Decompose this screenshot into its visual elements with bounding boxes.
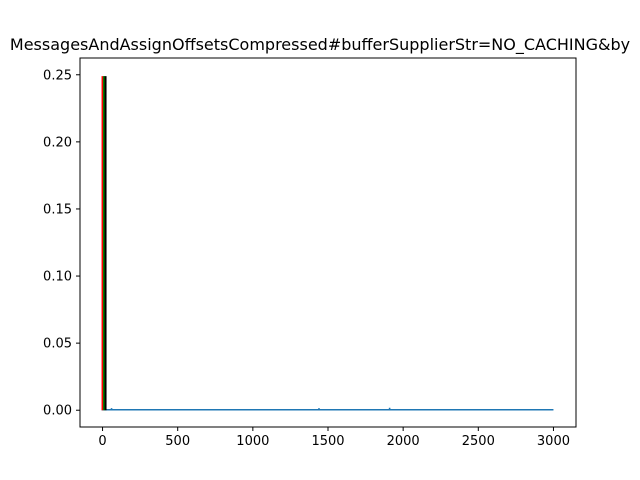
x-tick-label: 1000: [236, 434, 269, 449]
y-tick-label: 0.10: [43, 270, 72, 285]
y-tick-label: 0.15: [43, 202, 72, 217]
x-tick-label: 500: [165, 434, 190, 449]
chart-title: MessagesAndAssignOffsetsCompressed#buffe…: [10, 35, 630, 55]
y-tick-label: 0.00: [43, 404, 72, 419]
x-tick-label: 2000: [387, 434, 420, 449]
x-tick-label: 3000: [537, 434, 570, 449]
x-tick-label: 2500: [462, 434, 495, 449]
y-tick-label: 0.25: [43, 68, 72, 83]
x-tick-label: 1500: [311, 434, 344, 449]
y-tick-label: 0.20: [43, 135, 72, 150]
x-axis: 0 500 1000 1500 2000 2500 3000: [98, 427, 570, 449]
vertical-lines-layer: [101, 76, 107, 411]
y-axis: 0.00 0.05 0.10 0.15 0.20 0.25: [43, 68, 80, 419]
y-tick-label: 0.05: [43, 337, 72, 352]
x-tick-label: 0: [98, 434, 106, 449]
